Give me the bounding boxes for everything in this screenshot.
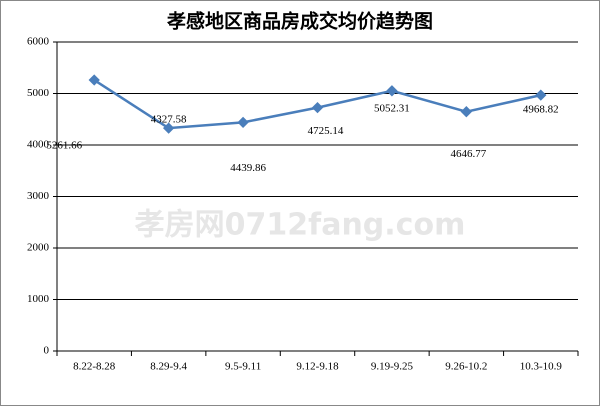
data-label: 5052.31: [374, 102, 410, 114]
data-label: 4725.14: [308, 125, 344, 137]
watermark: 孝房网0712fang.com: [135, 208, 466, 243]
data-label: 4968.82: [523, 104, 559, 116]
x-tick-label: 10.3-10.9: [520, 361, 563, 373]
y-tick-label: 6000: [27, 36, 50, 48]
y-tick-label: 5000: [27, 87, 50, 99]
x-tick-label: 8.29-9.4: [150, 361, 187, 373]
data-label: 5261.66: [46, 140, 82, 152]
data-label: 4439.86: [230, 162, 266, 174]
y-tick-label: 0: [44, 345, 50, 357]
y-tick-label: 1000: [27, 293, 50, 305]
x-tick-label: 9.5-9.11: [225, 361, 261, 373]
y-tick-label: 3000: [27, 190, 50, 202]
data-label: 4646.77: [450, 148, 486, 160]
data-label: 4327.58: [151, 114, 187, 126]
x-tick-label: 9.19-9.25: [371, 361, 414, 373]
y-tick-label: 4000: [27, 139, 50, 151]
x-tick-label: 9.12-9.18: [296, 361, 339, 373]
chart-title: 孝感地区商品房成交均价趋势图: [167, 10, 433, 33]
x-tick-label: 8.22-8.28: [73, 361, 116, 373]
y-tick-label: 2000: [27, 242, 50, 254]
x-tick-label: 9.26-10.2: [445, 361, 487, 373]
marker: [162, 122, 175, 134]
